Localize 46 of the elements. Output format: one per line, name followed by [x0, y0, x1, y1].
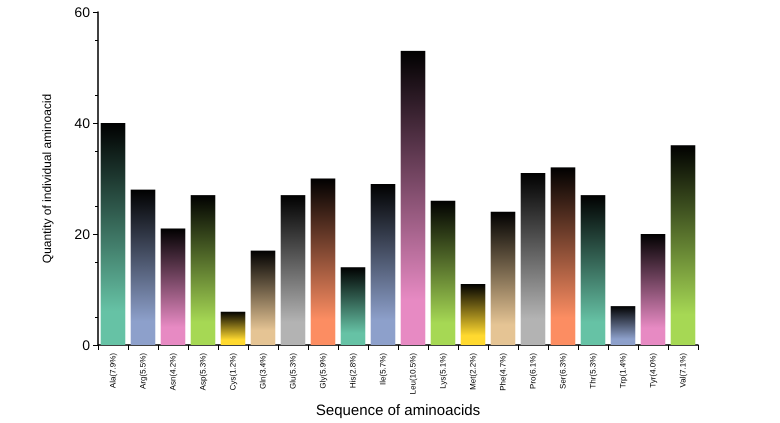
x-tick-label: Asp(5.3%) — [198, 352, 208, 390]
x-tick-label: Trp(1.4%) — [618, 352, 628, 388]
x-tick-label: Ile(5.7%) — [378, 352, 388, 386]
bar — [460, 284, 486, 345]
x-tick-label: Ser(6.3%) — [558, 352, 568, 390]
bar — [370, 184, 396, 345]
x-axis-title: Sequence of aminoacids — [316, 402, 480, 419]
x-tick-label: Asn(4.2%) — [168, 352, 178, 390]
x-tick-label: Glu(5.3%) — [288, 352, 298, 390]
x-tick-label: Arg(5.5%) — [138, 352, 148, 390]
y-tick-label: 20 — [74, 226, 90, 242]
x-tick-label: Leu(10.5%) — [408, 352, 418, 394]
y-tick-label: 60 — [74, 4, 90, 20]
bar — [100, 123, 126, 345]
bar — [610, 306, 636, 345]
x-tick-label: Gly(5.9%) — [318, 352, 328, 389]
x-tick-label: Val(7.1%) — [678, 352, 688, 388]
x-tick-label: Pro(6.1%) — [528, 352, 538, 390]
x-tick-label: Tyr(4.0%) — [648, 352, 658, 388]
x-tick-label: Lys(5.1%) — [438, 352, 448, 389]
bar — [220, 312, 246, 345]
y-tick-label: 40 — [74, 115, 90, 131]
x-tick-label: Phe(4.7%) — [498, 352, 508, 391]
bar — [340, 267, 366, 345]
bar — [310, 178, 336, 345]
x-tick-label: Cys(1.2%) — [228, 352, 238, 390]
bar — [130, 190, 156, 345]
bar — [550, 167, 576, 345]
y-tick-label: 0 — [82, 337, 90, 353]
bar — [430, 200, 456, 345]
bar — [580, 195, 606, 345]
x-tick-label: Gln(3.4%) — [258, 352, 268, 390]
x-tick-label: His(2.8%) — [348, 352, 358, 388]
bar — [640, 234, 666, 345]
bar — [670, 145, 696, 345]
bar — [160, 228, 186, 345]
x-tick-label: Ala(7.9%) — [108, 352, 118, 388]
bar — [520, 172, 546, 345]
bar — [400, 50, 426, 345]
y-axis-title: Quantity of individual aminoacid — [40, 94, 54, 264]
bar — [280, 195, 306, 345]
bar — [250, 250, 276, 345]
x-tick-label: Thr(5.3%) — [588, 352, 598, 389]
bar — [190, 195, 216, 345]
x-tick-label: Met(2.2%) — [468, 352, 478, 390]
bar — [490, 212, 516, 345]
